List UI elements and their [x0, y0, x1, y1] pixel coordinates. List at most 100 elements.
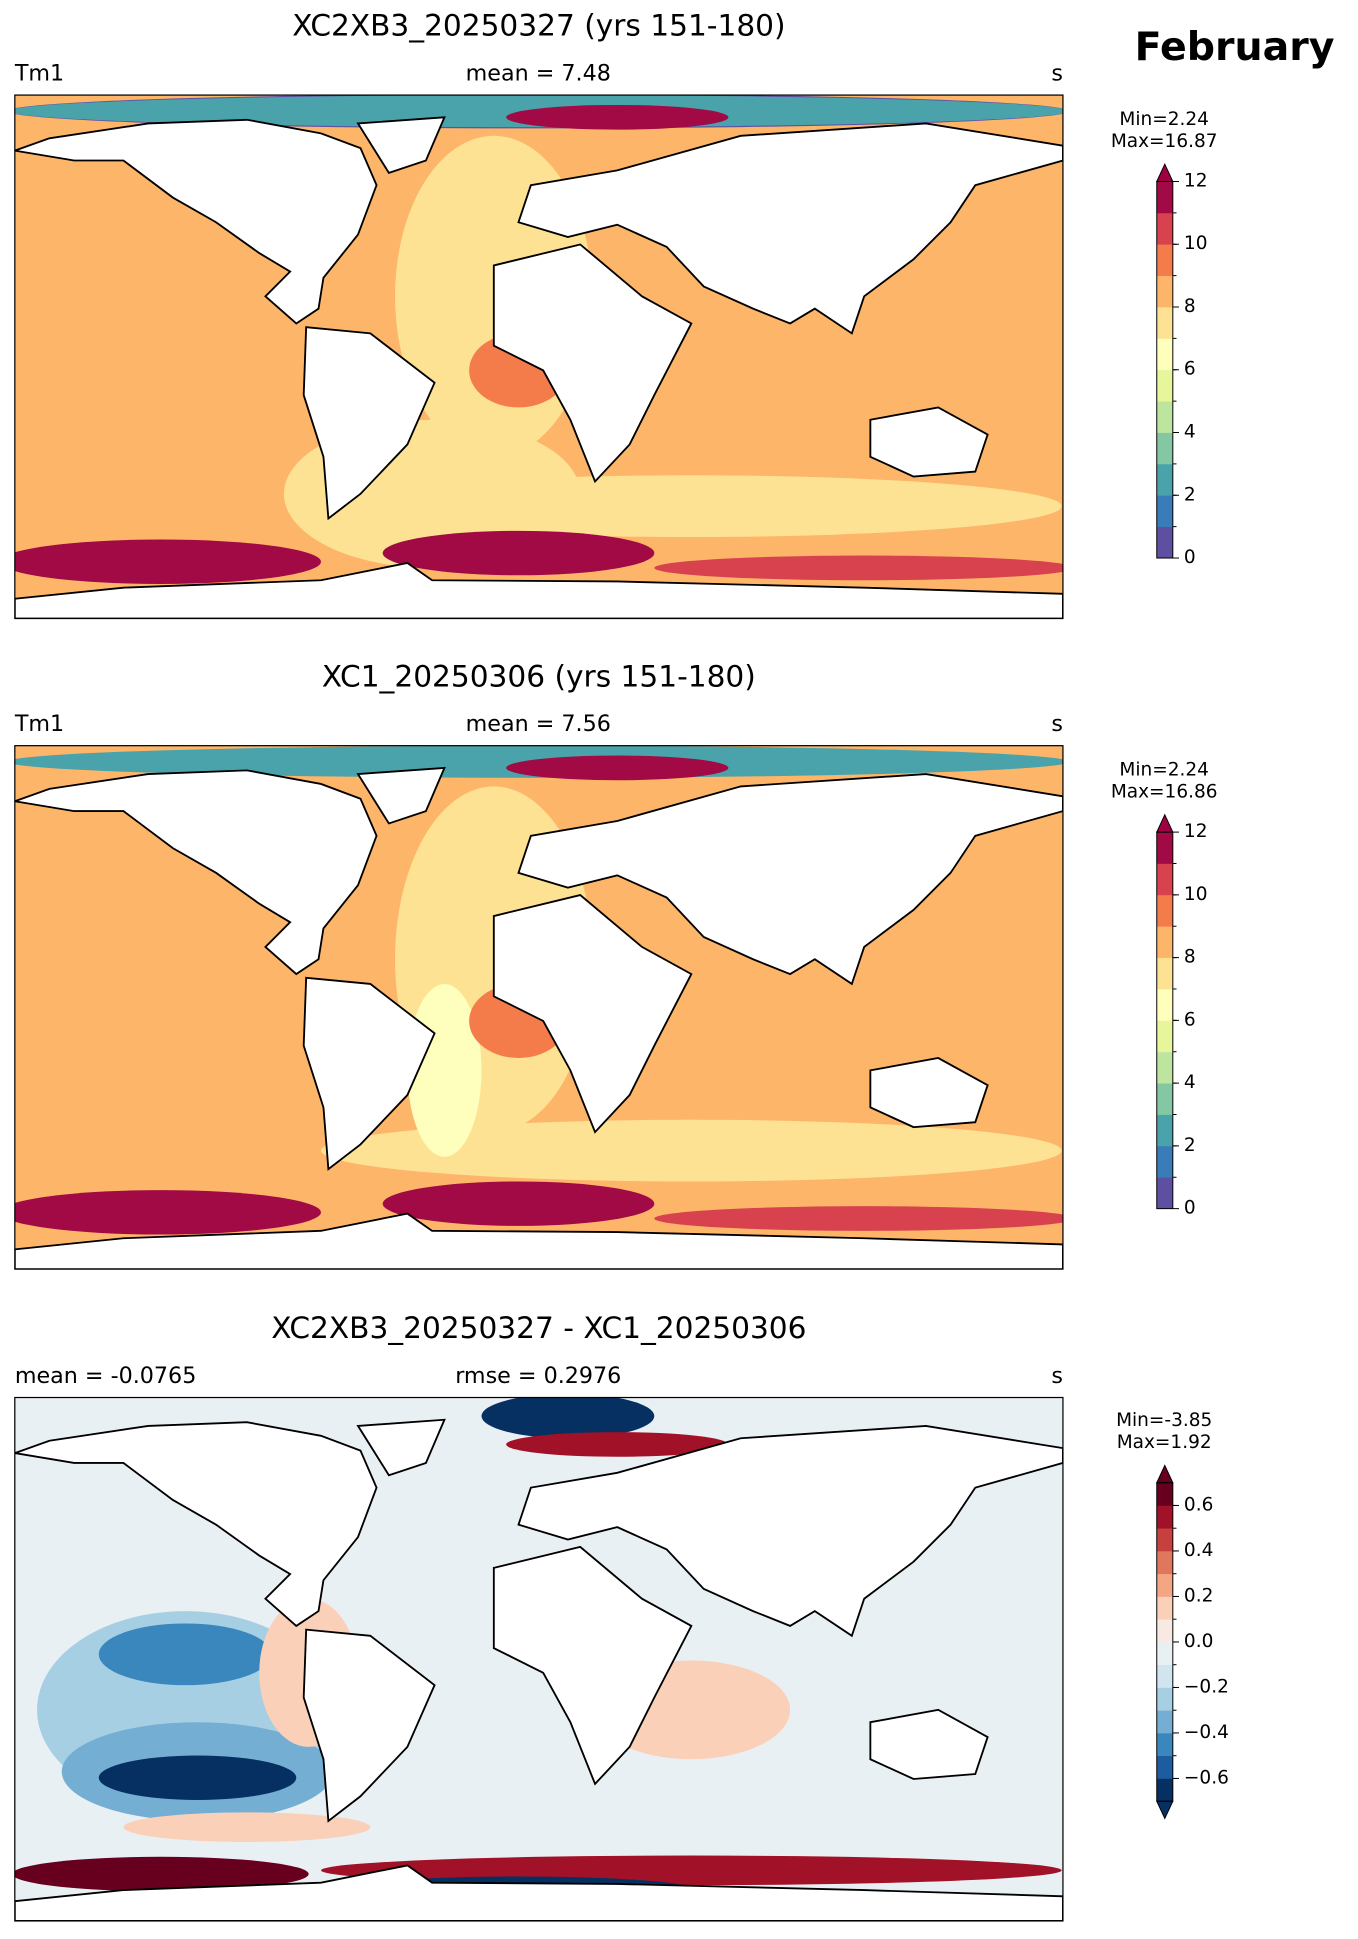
land: [517, 122, 1063, 335]
map: [14, 95, 1063, 619]
colorbar-band: [1156, 338, 1173, 371]
right-label: s: [1051, 61, 1063, 87]
min-label: Min=2.24: [1119, 759, 1209, 780]
colorbar-tick-label: 6: [1184, 359, 1196, 380]
colorbar-tick-label: 0: [1184, 547, 1196, 568]
colorbar-tick-label: 10: [1184, 884, 1208, 905]
colorbar-band: [1156, 1664, 1173, 1688]
left-label: Tm1: [14, 61, 64, 87]
land: [302, 1628, 436, 1823]
colorbar-band: [1156, 1482, 1173, 1506]
colorbar-band: [1156, 244, 1173, 276]
max-label: Max=16.87: [1111, 131, 1218, 152]
land: [14, 1421, 378, 1628]
colorbar-tick-label: 0.4: [1184, 1540, 1213, 1561]
colorbar-band: [1156, 526, 1173, 559]
land: [869, 1708, 989, 1780]
land: [356, 116, 446, 174]
colorbar-band: [1156, 1755, 1173, 1779]
land: [356, 1418, 446, 1477]
panel-title: XC2XB3_20250327 - XC1_20250306: [271, 1311, 806, 1345]
colorbar-band: [1156, 1573, 1173, 1597]
colorbar-band: [1156, 369, 1173, 402]
colorbar-tick-label: 12: [1184, 821, 1208, 842]
max-label: Max=1.92: [1117, 1432, 1212, 1453]
field: [320, 1119, 1062, 1182]
right-label: s: [1051, 1363, 1063, 1389]
colorbar-band: [1156, 1083, 1173, 1115]
land: [492, 894, 693, 1134]
land: [869, 1057, 989, 1129]
colorbar-tick-label: 0.2: [1184, 1585, 1213, 1606]
colorbar-band: [1156, 1619, 1173, 1643]
field: [481, 1397, 655, 1439]
colorbar-tick-label: 8: [1184, 947, 1196, 968]
colorbar-band: [1156, 1710, 1173, 1734]
colorbar-band: [1156, 1550, 1173, 1575]
colorbar-band: [1156, 307, 1173, 339]
colorbar-tick-label: 0: [1184, 1198, 1196, 1219]
land: [14, 1864, 1063, 1921]
field: [14, 1856, 309, 1892]
right-label: s: [1051, 711, 1063, 737]
colorbar-band: [1156, 832, 1173, 864]
field: [123, 1812, 371, 1842]
colorbar-band: [1156, 988, 1173, 1021]
field: [506, 1432, 729, 1457]
colorbar-tick-label: −0.2: [1184, 1676, 1229, 1697]
colorbar-extend: [1155, 163, 1174, 182]
land: [302, 976, 436, 1171]
colorbar-tick-label: 2: [1184, 484, 1196, 505]
figure-title: February: [1135, 24, 1335, 70]
center-label: mean = 7.48: [466, 61, 611, 87]
field: [654, 555, 1063, 581]
map: [14, 1397, 1063, 1921]
land: [14, 769, 378, 976]
colorbar-band: [1156, 275, 1173, 308]
colorbar-band: [1156, 432, 1173, 465]
colorbar-band: [1156, 1641, 1173, 1666]
colorbar-band: [1156, 1177, 1173, 1210]
map-frame: [14, 94, 1064, 620]
colorbar-tick-label: 8: [1184, 296, 1196, 317]
field: [14, 539, 321, 584]
colorbar-tick-label: 2: [1184, 1135, 1196, 1156]
colorbar-tick-label: 6: [1184, 1009, 1196, 1030]
panel-title: XC1_20250306 (yrs 151-180): [322, 659, 756, 693]
colorbar-band: [1156, 863, 1173, 896]
land: [517, 773, 1063, 986]
land: [356, 766, 446, 825]
colorbar-band: [1156, 181, 1173, 214]
colorbar-band: [1156, 1020, 1173, 1053]
land: [14, 118, 378, 325]
colorbar-tick-label: 12: [1184, 170, 1208, 191]
colorbar-tick-label: 10: [1184, 233, 1208, 254]
map: [14, 745, 1063, 1270]
field: [98, 1755, 297, 1800]
field: [506, 755, 729, 781]
colorbar-band: [1156, 926, 1173, 958]
field: [506, 104, 729, 130]
center-label: rmse = 0.2976: [455, 1363, 621, 1389]
colorbar-band: [1156, 401, 1173, 433]
land: [492, 1545, 693, 1786]
field: [382, 1181, 655, 1226]
land: [302, 326, 436, 521]
land: [492, 243, 693, 484]
land: [869, 406, 989, 478]
field: [98, 1623, 272, 1686]
colorbar-band: [1156, 1145, 1173, 1178]
colorbar-band: [1156, 495, 1173, 528]
colorbar-band: [1156, 1528, 1173, 1552]
min-label: Min=2.24: [1119, 109, 1209, 130]
colorbar-band: [1156, 1051, 1173, 1084]
left-label: Tm1: [14, 711, 64, 737]
colorbar-tick-label: 0.6: [1184, 1494, 1213, 1515]
colorbar-band: [1156, 1732, 1173, 1757]
colorbar-band: [1156, 463, 1173, 496]
colorbar-tick-label: −0.6: [1184, 1767, 1229, 1788]
max-label: Max=16.86: [1111, 782, 1218, 803]
colorbar-tick-label: −0.4: [1184, 1722, 1229, 1743]
